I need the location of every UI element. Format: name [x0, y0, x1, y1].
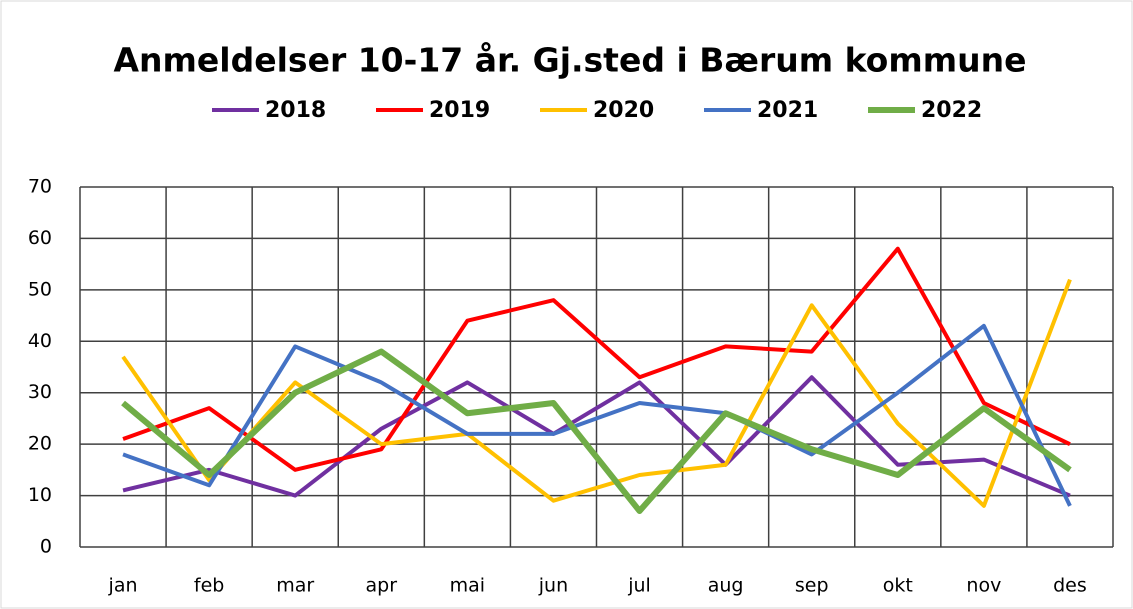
- x-tick-label: nov: [966, 575, 1001, 597]
- y-tick-label: 70: [28, 176, 52, 198]
- x-tick-label: sep: [795, 575, 829, 597]
- series-line: [121, 278, 1072, 508]
- y-tick-label: 30: [28, 381, 52, 403]
- series-line: [121, 348, 1072, 514]
- y-tick-label: 60: [28, 227, 52, 249]
- legend-label: 2022: [921, 98, 982, 123]
- x-tick-label: jun: [538, 575, 568, 597]
- legend-label: 2020: [593, 98, 654, 123]
- x-tick-label: jul: [627, 575, 651, 597]
- y-tick-label: 10: [28, 484, 52, 506]
- x-tick-label: jan: [108, 575, 138, 597]
- x-tick-label: okt: [883, 575, 913, 597]
- chart-title: Anmeldelser 10-17 år. Gj.sted i Bærum ko…: [114, 41, 1027, 80]
- x-tick-label: feb: [194, 575, 224, 597]
- x-tick-label: mar: [276, 575, 314, 597]
- y-tick-label: 20: [28, 433, 52, 455]
- x-tick-label: apr: [366, 575, 398, 597]
- y-tick-label: 50: [28, 278, 52, 300]
- y-tick-label: 40: [28, 330, 52, 352]
- legend-label: 2021: [757, 98, 818, 123]
- x-tick-label: mai: [450, 575, 485, 597]
- legend-label: 2019: [429, 98, 490, 123]
- series-line: [122, 323, 1072, 507]
- legend-label: 2018: [265, 98, 326, 123]
- y-tick-label: 0: [40, 536, 52, 558]
- series-line: [122, 246, 1071, 472]
- x-tick-label: des: [1053, 575, 1087, 597]
- x-tick-label: aug: [708, 575, 744, 597]
